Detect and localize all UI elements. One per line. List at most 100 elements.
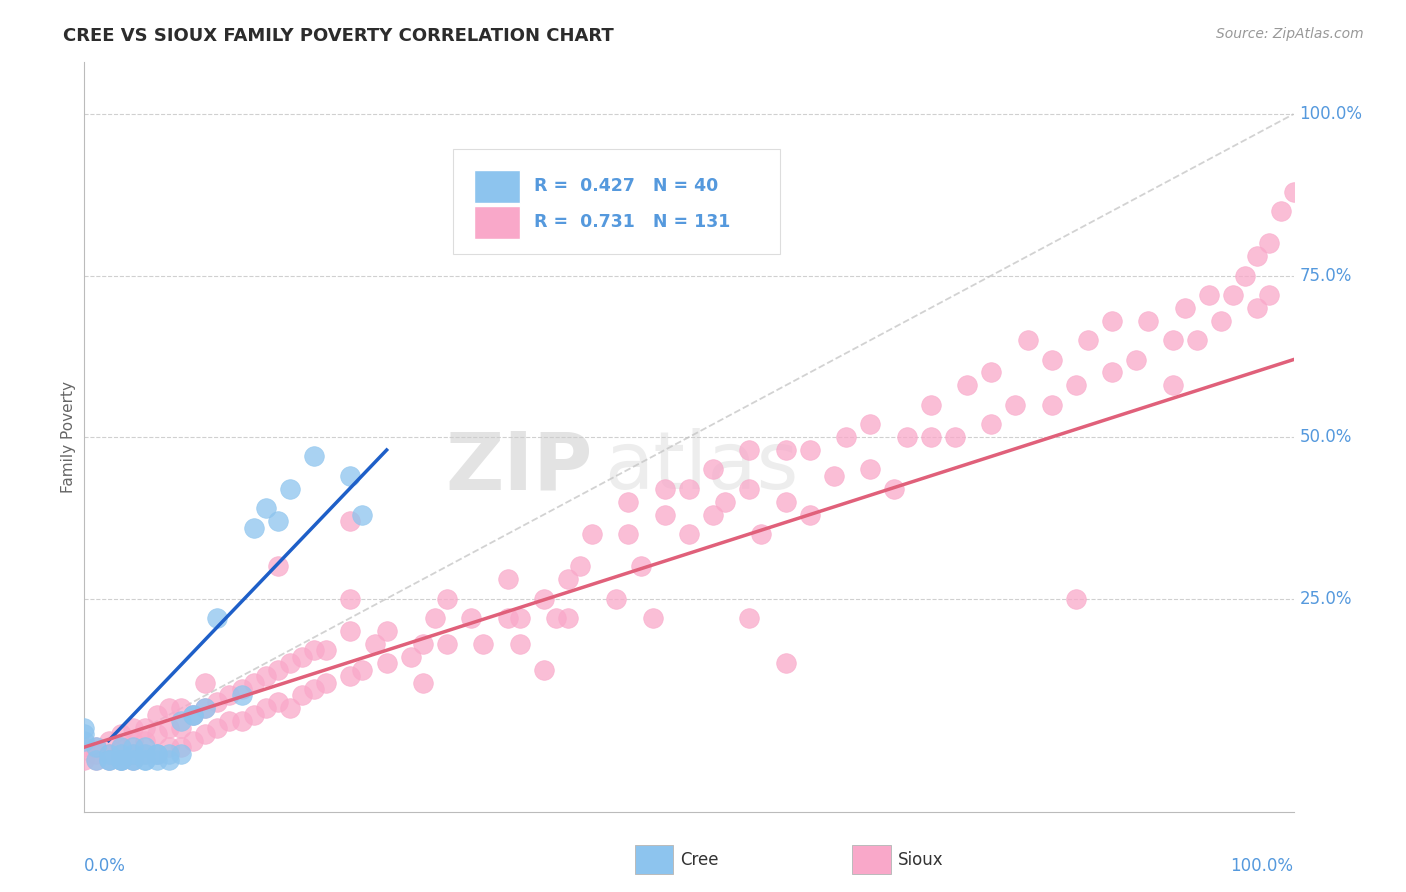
Point — [1004, 398, 1026, 412]
Point — [702, 462, 724, 476]
Point — [654, 482, 676, 496]
Point — [97, 753, 120, 767]
Point — [1185, 333, 1208, 347]
Point — [110, 753, 132, 767]
Point — [302, 643, 325, 657]
Point — [170, 721, 193, 735]
Point — [121, 747, 143, 761]
Point — [315, 675, 337, 690]
Point — [278, 656, 301, 670]
Point — [207, 695, 229, 709]
Point — [738, 611, 761, 625]
Point — [339, 514, 361, 528]
Point — [980, 366, 1002, 380]
Point — [231, 714, 253, 729]
Point — [339, 624, 361, 638]
Point — [134, 747, 156, 761]
Point — [97, 747, 120, 761]
Point — [714, 494, 737, 508]
Point — [73, 727, 96, 741]
FancyBboxPatch shape — [852, 846, 891, 874]
Point — [738, 442, 761, 457]
Point — [254, 501, 277, 516]
Point — [775, 442, 797, 457]
Point — [823, 468, 845, 483]
Point — [751, 527, 773, 541]
Point — [920, 430, 942, 444]
Point — [231, 681, 253, 696]
Point — [1161, 378, 1184, 392]
Point — [1198, 288, 1220, 302]
FancyBboxPatch shape — [474, 206, 520, 238]
Point — [170, 740, 193, 755]
Point — [121, 733, 143, 747]
FancyBboxPatch shape — [453, 149, 780, 253]
Point — [267, 559, 290, 574]
Point — [1101, 366, 1123, 380]
Point — [110, 727, 132, 741]
Point — [835, 430, 858, 444]
Point — [509, 611, 531, 625]
Point — [678, 482, 700, 496]
Point — [1246, 301, 1268, 315]
Point — [702, 508, 724, 522]
Point — [641, 611, 664, 625]
Point — [1125, 352, 1147, 367]
Point — [436, 637, 458, 651]
Point — [775, 656, 797, 670]
Point — [86, 740, 108, 755]
Text: R =  0.731   N = 131: R = 0.731 N = 131 — [534, 213, 731, 232]
Point — [544, 611, 567, 625]
Point — [194, 701, 217, 715]
Point — [146, 727, 169, 741]
Y-axis label: Family Poverty: Family Poverty — [60, 381, 76, 493]
Point — [569, 559, 592, 574]
Point — [738, 482, 761, 496]
Point — [533, 663, 555, 677]
Point — [231, 689, 253, 703]
Point — [134, 753, 156, 767]
Point — [194, 701, 217, 715]
Point — [859, 417, 882, 432]
Point — [181, 707, 204, 722]
Point — [170, 701, 193, 715]
Point — [557, 572, 579, 586]
Point — [412, 637, 434, 651]
Point — [134, 740, 156, 755]
Point — [194, 727, 217, 741]
Point — [1077, 333, 1099, 347]
Point — [97, 753, 120, 767]
Point — [146, 747, 169, 761]
Point — [436, 591, 458, 606]
Point — [73, 733, 96, 747]
Point — [375, 624, 398, 638]
Point — [121, 740, 143, 755]
Point — [207, 611, 229, 625]
Point — [110, 747, 132, 761]
Point — [399, 649, 422, 664]
Point — [157, 740, 180, 755]
Point — [920, 398, 942, 412]
Point — [1258, 236, 1281, 251]
Point — [146, 753, 169, 767]
Point — [157, 753, 180, 767]
Text: atlas: atlas — [605, 428, 799, 506]
Text: ZIP: ZIP — [444, 428, 592, 506]
Text: 75.0%: 75.0% — [1299, 267, 1353, 285]
Point — [1174, 301, 1197, 315]
Point — [242, 707, 264, 722]
Point — [617, 494, 640, 508]
Point — [110, 753, 132, 767]
Point — [157, 701, 180, 715]
Text: 25.0%: 25.0% — [1299, 590, 1353, 607]
Point — [1064, 378, 1087, 392]
Point — [472, 637, 495, 651]
Point — [73, 753, 96, 767]
Point — [121, 747, 143, 761]
Point — [121, 721, 143, 735]
Point — [194, 675, 217, 690]
Point — [302, 681, 325, 696]
Point — [181, 733, 204, 747]
Point — [1064, 591, 1087, 606]
Point — [1258, 288, 1281, 302]
